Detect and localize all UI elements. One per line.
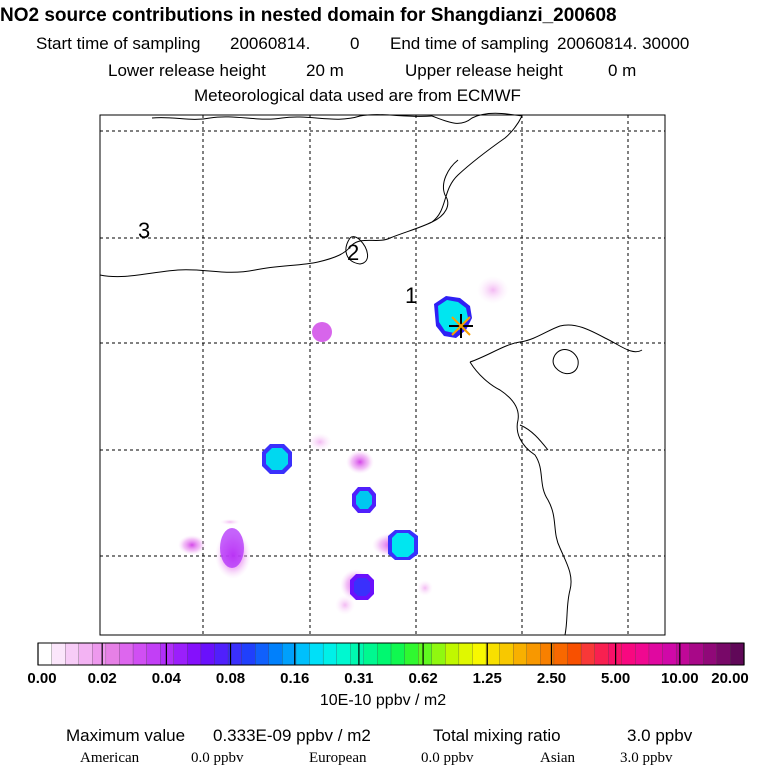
american-value: 0.0 ppbv: [191, 750, 244, 766]
colorbar-cell: [336, 642, 351, 666]
colorbar-cell: [404, 642, 419, 666]
colorbar-tick-label: 0.62: [408, 670, 438, 687]
colorbar-cell: [187, 642, 202, 666]
colorbar-cell: [513, 642, 528, 666]
max-value-label: Maximum value: [66, 726, 186, 745]
contour-label: 3: [138, 218, 150, 243]
colorbar-cell: [377, 642, 392, 666]
colorbar-tick-label: 5.00: [601, 670, 631, 687]
colorbar-cell: [445, 642, 460, 666]
colorbar-cell: [200, 642, 216, 666]
lower-release-label: Lower release height: [108, 61, 266, 80]
contour-label: 1: [405, 283, 417, 308]
colorbar-cell: [51, 642, 66, 666]
colorbar-cell: [675, 642, 691, 666]
asian-value: 3.0 ppbv: [620, 750, 673, 766]
lower-release-value: 20 m: [306, 61, 344, 80]
total-mixing-value: 3.0 ppbv: [627, 726, 693, 745]
colorbar-cell: [730, 642, 745, 666]
met-data-note: Meteorological data used are from ECMWF: [194, 86, 521, 105]
end-time-value: 20060814. 30000: [557, 34, 690, 53]
colorbar-cell: [485, 642, 501, 666]
colorbar-cell: [78, 642, 93, 666]
colorbar-tick-label: 0.04: [151, 670, 181, 687]
colorbar-cell: [119, 642, 134, 666]
colorbar-cell: [703, 642, 718, 666]
colorbar-cell: [594, 642, 609, 666]
colorbar-tick-label: 0.08: [215, 670, 246, 687]
colorbar-cell: [173, 642, 188, 666]
colorbar-cell: [92, 642, 107, 666]
colorbar-cell: [431, 642, 446, 666]
colorbar-cell: [146, 642, 161, 666]
colorbar-cell: [160, 642, 175, 666]
european-label: European: [309, 750, 367, 766]
colorbar-cell: [390, 642, 406, 666]
colorbar-cell: [65, 642, 80, 666]
colorbar-cell: [458, 642, 474, 666]
colorbar-tick-label: 0.31: [344, 670, 374, 687]
colorbar-cell: [567, 642, 582, 666]
colorbar-tick-label: 0.16: [280, 670, 310, 687]
colorbar-tick-label: 10.00: [661, 670, 699, 687]
start-time-hour: 0: [350, 34, 360, 53]
upper-release-value: 0 m: [608, 61, 637, 80]
colorbar-cell: [635, 642, 650, 666]
asian-label: Asian: [540, 750, 575, 766]
colorbar-cell: [417, 642, 433, 666]
colorbar-tick-label: 0.02: [87, 670, 117, 687]
lat-lon-grid: [100, 115, 665, 635]
colorbar-cell: [322, 642, 338, 666]
colorbar-cell: [472, 642, 487, 666]
end-time-label: End time of sampling: [390, 34, 549, 53]
colorbar-cell: [662, 642, 677, 666]
colorbar-cell: [621, 642, 636, 666]
european-value: 0.0 ppbv: [421, 750, 474, 766]
colorbar-tick-label: 20.00: [711, 670, 749, 687]
colorbar-cell: [580, 642, 596, 666]
colorbar-cell: [689, 642, 704, 666]
colorbar-tick-label: 1.25: [472, 670, 502, 687]
page-title: NO2 source contributions in nested domai…: [0, 5, 617, 26]
colorbar-cell: [241, 642, 256, 666]
colorbar-tick-label: 2.50: [536, 670, 567, 687]
upper-release-label: Upper release height: [405, 61, 563, 80]
colorbar-cell: [255, 642, 270, 666]
colorbar-cell: [268, 642, 283, 666]
colorbar-cell: [132, 642, 148, 666]
max-value: 0.333E-09 ppbv / m2: [213, 726, 371, 745]
colorbar-cell: [648, 642, 664, 666]
colorbar-cell: [716, 642, 731, 666]
coastlines: [99, 112, 643, 636]
colorbar-cell: [37, 642, 53, 666]
colorbar-cell: [363, 642, 378, 666]
colorbar-cell: [553, 642, 569, 666]
colorbar-cell: [499, 642, 514, 666]
colorbar-unit: 10E-10 ppbv / m2: [319, 692, 447, 709]
station-marker: [449, 314, 473, 338]
colorbar-cell: [540, 642, 555, 666]
colorbar-tick-label: 0.00: [27, 670, 57, 687]
colorbar-cell: [295, 642, 311, 666]
colorbar-cell: [526, 642, 541, 666]
colorbar-cell: [309, 642, 324, 666]
total-mixing-label: Total mixing ratio: [433, 726, 561, 745]
start-time-label: Start time of sampling: [36, 34, 201, 53]
american-label: American: [80, 750, 140, 766]
colorbar-cell: [350, 642, 365, 666]
start-time-value: 20060814.: [230, 34, 311, 53]
contour-label: 2: [347, 240, 359, 265]
colorbar-cell: [105, 642, 121, 666]
colorbar-cell: [214, 642, 229, 666]
